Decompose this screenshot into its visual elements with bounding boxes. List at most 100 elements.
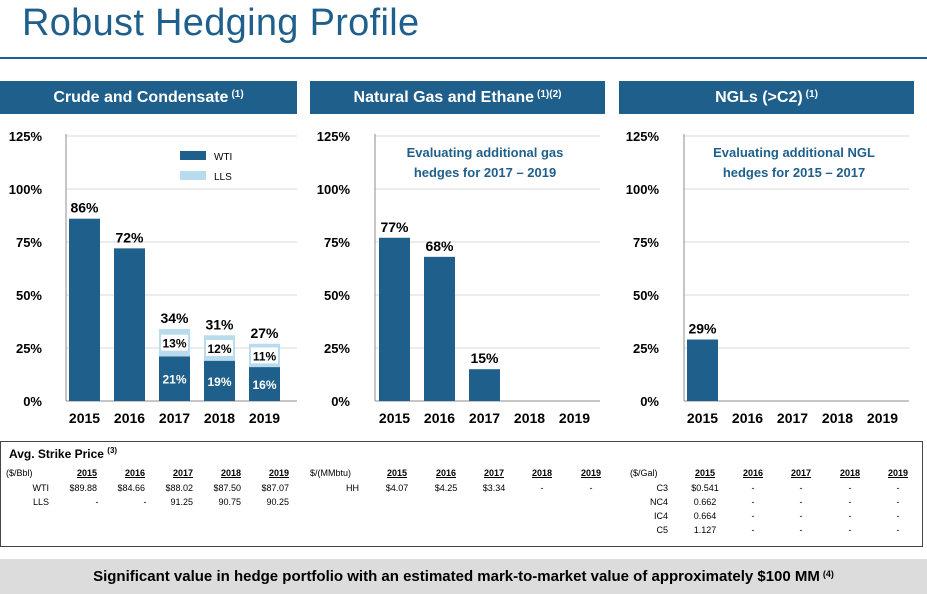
- price-value: $89.88: [69, 483, 97, 493]
- annotation-text: Evaluating additional NGL: [713, 145, 875, 160]
- price-value: -: [799, 525, 803, 535]
- price-value: -: [896, 525, 900, 535]
- annotation-text: hedges for 2017 – 2019: [414, 165, 556, 180]
- y-tick-label: 0%: [23, 394, 42, 409]
- y-tick-label: 25%: [633, 341, 659, 356]
- year-header: 2015: [386, 468, 408, 478]
- year-header: 2018: [220, 468, 241, 478]
- footnote-ref: (1): [805, 89, 818, 100]
- row-label: C5: [656, 525, 668, 535]
- panel-header-gas: Natural Gas and Ethane (1)(2): [310, 81, 605, 114]
- x-tick-label: 2018: [514, 410, 545, 426]
- total-label: 77%: [380, 219, 409, 235]
- price-value: -: [751, 525, 755, 535]
- segment-label-wti: 21%: [162, 373, 186, 387]
- strike-price-panel: [0, 441, 923, 547]
- chart-gas: 125% 100% 75% 50% 25% 0% 2015 77% 2016 68% 2017 15%…: [317, 129, 600, 426]
- bar-wti: [204, 360, 235, 401]
- price-value: $4.25: [434, 483, 458, 493]
- price-value: 0.662: [693, 497, 717, 507]
- x-tick-label: 2018: [822, 410, 853, 426]
- row-label: NC4: [649, 497, 668, 507]
- x-tick-label: 2019: [249, 410, 280, 426]
- y-tick-label: 100%: [626, 182, 660, 197]
- y-tick-label: 125%: [9, 129, 43, 144]
- row-label: HH: [346, 483, 359, 493]
- y-tick-label: 100%: [9, 182, 43, 197]
- panel-header-crude: Crude and Condensate (1): [0, 81, 297, 114]
- bar-wti: [159, 356, 190, 401]
- segment-label-bg: [161, 334, 188, 351]
- y-tick-label: 50%: [16, 288, 42, 303]
- title-divider: [0, 57, 927, 59]
- x-tick-label: 2015: [69, 410, 100, 426]
- annotation-text: hedges for 2015 – 2017: [723, 165, 865, 180]
- price-value: -: [589, 483, 593, 493]
- page-title: Robust Hedging Profile: [22, 2, 420, 44]
- unit-label: ($/Bbl): [6, 468, 33, 478]
- row-label: LLS: [32, 497, 49, 507]
- price-value: $87.50: [213, 483, 241, 493]
- x-tick-label: 2016: [424, 410, 455, 426]
- year-header: 2017: [483, 468, 505, 478]
- bar-gas: [379, 237, 410, 401]
- year-header: 2015: [76, 468, 97, 478]
- year-header: 2016: [435, 468, 457, 478]
- segment-label-wti: 16%: [252, 378, 276, 392]
- price-value: -: [848, 525, 852, 535]
- year-header: 2019: [268, 468, 289, 478]
- footnote-ref: (3): [107, 446, 118, 455]
- y-tick-label: 100%: [317, 182, 351, 197]
- price-value: -: [143, 497, 147, 507]
- bar-ngl: [687, 339, 718, 401]
- x-tick-label: 2017: [469, 410, 500, 426]
- price-value: -: [848, 483, 852, 493]
- unit-label: ($/Gal): [630, 468, 658, 478]
- row-label: IC4: [653, 511, 668, 521]
- price-value: -: [799, 511, 803, 521]
- y-tick-label: 50%: [324, 288, 350, 303]
- footnote-ref: (1): [231, 89, 244, 100]
- strike-price-title: Avg. Strike Price (3): [9, 446, 117, 461]
- footnote-ref: (4): [822, 568, 834, 579]
- price-value: -: [751, 497, 755, 507]
- annotation-text: Evaluating additional gas: [407, 145, 564, 160]
- total-label: 27%: [250, 325, 279, 341]
- price-value: $0.541: [691, 483, 719, 493]
- price-value: -: [848, 511, 852, 521]
- legend-label-wti: WTI: [214, 152, 232, 163]
- price-value: -: [751, 483, 755, 493]
- price-value: -: [95, 497, 99, 507]
- x-tick-label: 2016: [732, 410, 763, 426]
- legend-swatch-lls: [180, 171, 206, 180]
- x-tick-label: 2019: [867, 410, 898, 426]
- chart-crude: 125% 100% 75% 50% 25% 0% 2015 86% 2016 72% 2017 34%…: [9, 129, 297, 426]
- y-tick-label: 0%: [640, 394, 659, 409]
- x-tick-label: 2016: [114, 410, 145, 426]
- year-header: 2018: [839, 468, 861, 478]
- price-value: 90.75: [218, 497, 241, 507]
- y-tick-label: 0%: [331, 394, 350, 409]
- price-value: -: [540, 483, 544, 493]
- segment-label-wti: 19%: [207, 375, 231, 389]
- year-header: 2017: [172, 468, 193, 478]
- y-tick-label: 75%: [16, 235, 42, 250]
- unit-label: $/(MMbtu): [310, 468, 352, 478]
- total-label: 68%: [425, 238, 454, 254]
- year-header: 2016: [124, 468, 145, 478]
- price-value: $4.07: [385, 483, 409, 493]
- bar-wti: [69, 218, 100, 401]
- panel-title: Natural Gas and Ethane: [353, 88, 535, 106]
- total-label: 15%: [470, 350, 499, 366]
- price-value: -: [896, 483, 900, 493]
- x-tick-label: 2017: [777, 410, 808, 426]
- total-label: 31%: [205, 316, 234, 332]
- y-tick-label: 75%: [324, 235, 350, 250]
- legend-swatch-wti: [180, 151, 206, 160]
- price-value: 1.127: [693, 525, 717, 535]
- x-tick-label: 2018: [204, 410, 235, 426]
- bar-wti: [249, 367, 280, 401]
- price-value: 91.25: [170, 497, 193, 507]
- price-value: -: [848, 497, 852, 507]
- year-header: 2016: [742, 468, 764, 478]
